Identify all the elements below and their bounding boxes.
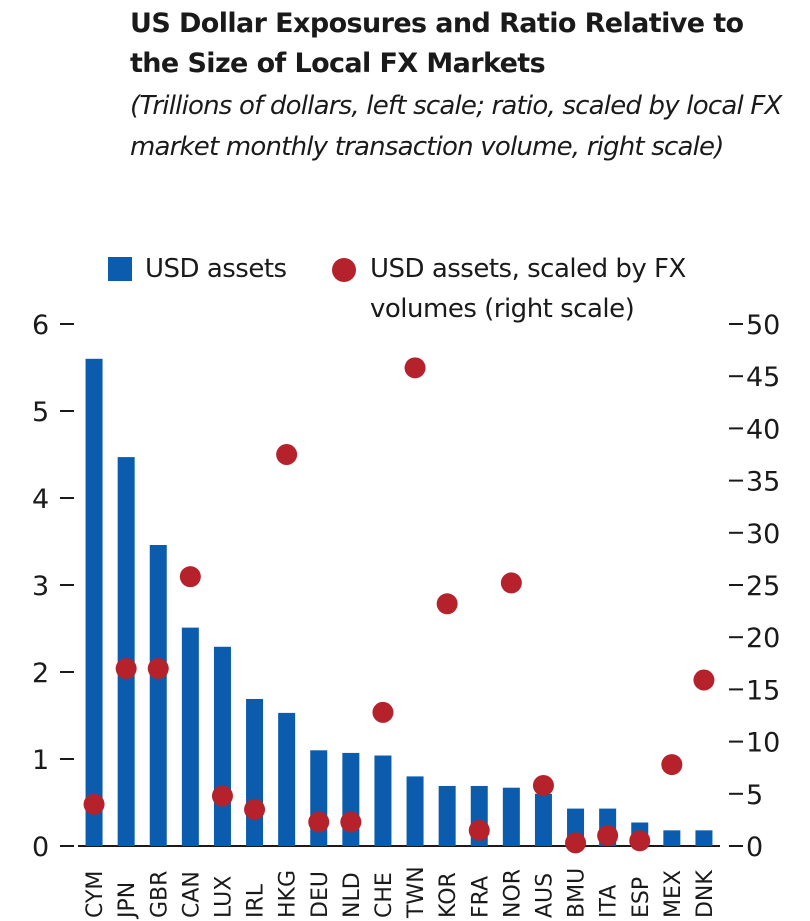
legend-swatch-usd-assets-scaled bbox=[332, 258, 356, 282]
bar-usd-assets bbox=[117, 457, 135, 846]
x-category-label: HKG bbox=[276, 870, 301, 918]
dot-usd-assets-scaled bbox=[372, 701, 394, 723]
x-category-label: NOR bbox=[500, 869, 525, 918]
x-category-label: ESP bbox=[629, 877, 654, 918]
x-category-label: KOR bbox=[436, 872, 461, 918]
bar-usd-assets bbox=[438, 785, 456, 846]
dot-usd-assets-scaled bbox=[179, 566, 201, 588]
y-left-tick-label: 2 bbox=[32, 658, 49, 689]
bar-usd-assets bbox=[534, 793, 552, 846]
dot-usd-assets-scaled bbox=[629, 830, 651, 852]
x-category-label: DNK bbox=[693, 870, 718, 918]
y-right-tick-label: 20 bbox=[746, 623, 780, 654]
dot-usd-assets-scaled bbox=[532, 774, 554, 796]
dot-usd-assets-scaled bbox=[244, 798, 266, 820]
y-left-tick-label: 5 bbox=[32, 397, 49, 428]
x-category-label: CAN bbox=[179, 871, 204, 918]
x-category-label: TWN bbox=[404, 866, 429, 919]
y-right-tick-label: 15 bbox=[746, 675, 780, 706]
y-right-tick-label: 0 bbox=[746, 832, 763, 863]
x-category-label: ITA bbox=[597, 885, 622, 918]
bar-usd-assets bbox=[374, 755, 392, 846]
dot-usd-assets-scaled bbox=[404, 357, 426, 379]
y-left-tick-label: 1 bbox=[32, 745, 49, 776]
dot-usd-assets-scaled bbox=[340, 811, 362, 833]
dot-usd-assets-scaled bbox=[211, 785, 233, 807]
dot-usd-assets-scaled bbox=[436, 593, 458, 615]
dot-usd-assets-scaled bbox=[308, 811, 330, 833]
x-category-label: FRA bbox=[468, 876, 493, 918]
bar-usd-assets bbox=[695, 830, 713, 846]
y-right-tick-label: 40 bbox=[746, 414, 780, 445]
bar-usd-assets bbox=[149, 544, 167, 846]
x-category-label: NLD bbox=[340, 872, 365, 918]
y-left-tick-label: 6 bbox=[32, 310, 49, 341]
bar-usd-assets bbox=[663, 830, 681, 846]
bar-usd-assets bbox=[85, 358, 103, 846]
bar-usd-assets bbox=[406, 776, 424, 846]
dot-usd-assets-scaled bbox=[693, 669, 715, 691]
x-category-label: GBR bbox=[147, 871, 172, 918]
y-right-tick-label: 50 bbox=[746, 310, 780, 341]
bar-usd-assets bbox=[246, 698, 264, 846]
y-left-tick-label: 4 bbox=[32, 484, 49, 515]
dot-usd-assets-scaled bbox=[565, 832, 587, 854]
x-category-label: IRL bbox=[244, 883, 269, 918]
bar-usd-assets bbox=[213, 646, 231, 846]
legend-label-usd-assets-scaled: USD assets, scaled by FX volumes (right … bbox=[370, 254, 686, 324]
y-right-tick-label: 45 bbox=[746, 362, 780, 393]
dot-usd-assets-scaled bbox=[500, 572, 522, 594]
x-category-label: JPN bbox=[115, 882, 140, 920]
x-category-label: CHE bbox=[372, 872, 397, 918]
dot-usd-assets-scaled bbox=[115, 658, 137, 680]
y-right-tick-label: 35 bbox=[746, 467, 780, 498]
dot-usd-assets-scaled bbox=[83, 793, 105, 815]
x-category-label: AUS bbox=[532, 873, 557, 918]
y-right-tick-label: 5 bbox=[746, 780, 763, 811]
x-category-label: DEU bbox=[308, 871, 333, 918]
dot-usd-assets-scaled bbox=[147, 658, 169, 680]
x-category-label: CYM bbox=[83, 871, 108, 918]
legend-label-usd-assets: USD assets bbox=[145, 254, 287, 284]
dot-usd-assets-scaled bbox=[597, 825, 619, 847]
dot-usd-assets-scaled bbox=[468, 819, 490, 841]
y-left-tick-label: 3 bbox=[32, 571, 49, 602]
chart-title: US Dollar Exposures and Ratio Relative t… bbox=[130, 8, 744, 79]
x-category-label: BMU bbox=[565, 868, 590, 918]
legend-swatch-usd-assets bbox=[108, 257, 132, 281]
dot-usd-assets-scaled bbox=[276, 444, 298, 465]
x-category-label: MEX bbox=[661, 870, 686, 918]
bar-usd-assets bbox=[181, 627, 199, 846]
y-left-tick-label: 0 bbox=[32, 832, 49, 863]
y-right-tick-label: 30 bbox=[746, 519, 780, 550]
dot-usd-assets-scaled bbox=[661, 754, 683, 776]
chart-subtitle: (Trillions of dollars, left scale; ratio… bbox=[130, 91, 782, 162]
y-right-tick-label: 10 bbox=[746, 728, 780, 759]
bar-usd-assets bbox=[502, 787, 520, 846]
y-right-tick-label: 25 bbox=[746, 571, 780, 602]
x-category-label: LUX bbox=[211, 876, 236, 918]
bar-usd-assets bbox=[278, 712, 296, 846]
